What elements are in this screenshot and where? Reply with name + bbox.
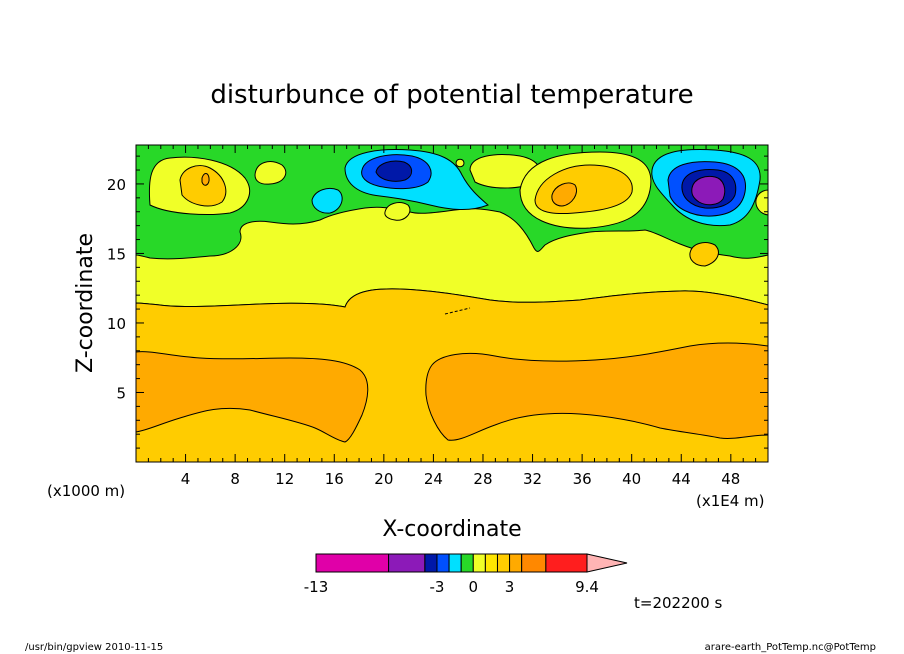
colorbar-label: -13 (304, 578, 329, 596)
colorbar-box (460, 553, 474, 573)
chart-title: disturbunce of potential temperature (210, 80, 693, 110)
contour-yellow-blob (455, 158, 465, 168)
y-axis-label: Z-coordinate (73, 233, 98, 373)
y-unit-label: (x1000 m) (47, 482, 125, 500)
colorbar-label: -3 (429, 578, 444, 596)
x-tick-label: 28 (473, 470, 492, 488)
x-tick-label: 8 (230, 470, 240, 488)
colorbar-box (315, 553, 390, 573)
x-tick-label: 40 (622, 470, 641, 488)
contour-artifact (444, 307, 471, 315)
contour-purple-region (691, 175, 726, 206)
contour-band-darkorange (135, 351, 369, 443)
x-tick-label: 12 (275, 470, 294, 488)
colorbar-arrow (586, 553, 628, 573)
colorbar-box (521, 553, 547, 573)
x-tick-label: 36 (573, 470, 592, 488)
x-tick-label: 48 (721, 470, 740, 488)
x-axis-ticks: 4 8 12 16 20 24 28 32 36 40 44 48 (147, 145, 757, 488)
contour-orange-blob (179, 165, 227, 207)
x-tick-label: 16 (325, 470, 344, 488)
plot-area (135, 144, 769, 463)
y-tick-label: 15 (107, 245, 126, 263)
colorbar-label: 9.4 (575, 578, 599, 596)
contour-darkorange-blob (201, 173, 210, 186)
contour-orange-blob (689, 242, 719, 267)
colorbar-box (496, 553, 511, 573)
contour-yellow-blob (384, 202, 411, 221)
colorbar-label: 3 (505, 578, 515, 596)
y-tick-label: 5 (116, 384, 126, 402)
colorbar-label: 0 (469, 578, 479, 596)
colorbar: -13 -3 0 3 9.4 (304, 553, 628, 596)
x-unit-label: (x1E4 m) (696, 492, 765, 510)
colorbar-box (436, 553, 450, 573)
y-axis-ticks: 5 10 15 20 (107, 155, 768, 449)
colorbar-box (388, 553, 426, 573)
x-tick-label: 44 (672, 470, 691, 488)
x-tick-label: 24 (424, 470, 443, 488)
x-axis-label: X-coordinate (382, 517, 521, 542)
footer-right: arare-earth_PotTemp.nc@PotTemp (705, 642, 876, 653)
colorbar-box (509, 553, 523, 573)
contour-darkblue-region (375, 160, 413, 182)
plot-frame (135, 144, 769, 463)
y-tick-label: 20 (107, 176, 126, 194)
colorbar-box (424, 553, 438, 573)
x-tick-label: 32 (523, 470, 542, 488)
time-label: t=202200 s (634, 594, 722, 612)
y-tick-label: 10 (107, 315, 126, 333)
colorbar-box (545, 553, 588, 573)
contour-cyan-region (311, 187, 343, 214)
contour-yellow-blob (254, 161, 287, 185)
colorbar-box (484, 553, 498, 573)
colorbar-box (472, 553, 486, 573)
footer-left: /usr/bin/gpview 2010-11-15 (25, 642, 163, 653)
colorbar-box (448, 553, 462, 573)
contour-band-darkorange (425, 342, 769, 441)
x-tick-label: 20 (374, 470, 393, 488)
contour-darkorange-blob (551, 182, 577, 207)
x-tick-label: 4 (181, 470, 191, 488)
